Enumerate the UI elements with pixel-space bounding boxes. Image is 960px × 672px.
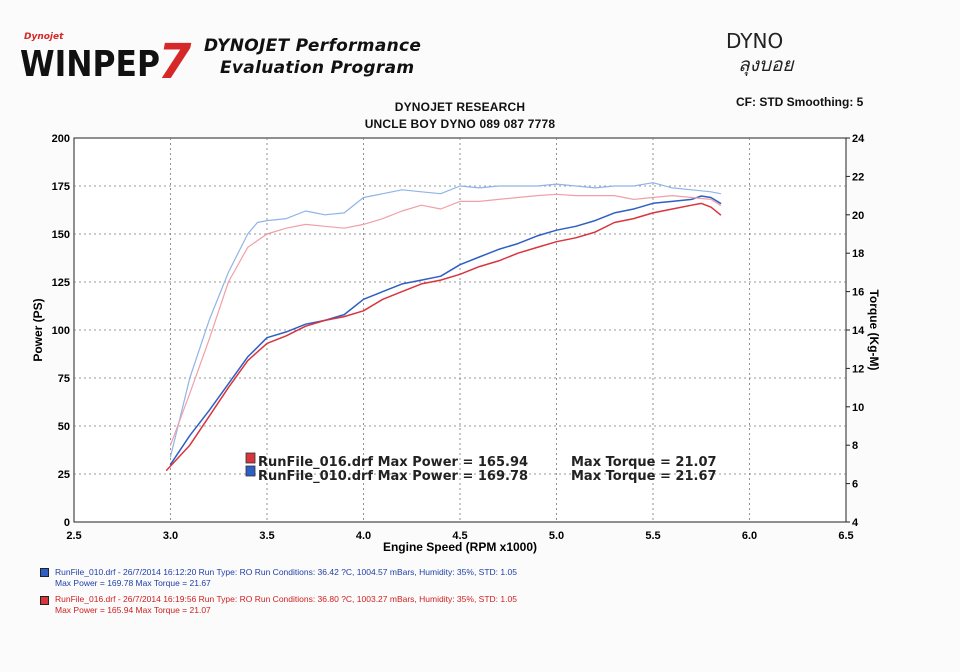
y-left-tick-label: 0 <box>64 517 70 529</box>
legend-swatch-run016 <box>40 596 49 605</box>
y-axis-left-ticks: 0 25 50 75 100 125 150 175 200 <box>52 133 70 529</box>
x-tick-label: 3.0 <box>163 530 178 542</box>
chart-settings: CF: STD Smoothing: 5 <box>736 95 864 109</box>
y-left-tick-label: 100 <box>52 325 70 337</box>
x-tick-label: 5.0 <box>549 530 564 542</box>
x-tick-label: 6.0 <box>742 530 757 542</box>
legend-run010-max: Max Power = 169.78 Max Torque = 21.67 <box>55 578 211 588</box>
annotation-run016-torque: Max Torque = 21.07 <box>571 455 717 470</box>
y-right-tick-label: 24 <box>852 133 865 145</box>
y-right-tick-label: 4 <box>852 517 859 529</box>
annotation-run010-power: RunFile_010.drf Max Power = 169.78 <box>258 469 528 484</box>
dyno-shop-logo: DYNO ลุงบอย <box>726 29 795 76</box>
y-right-tick-label: 8 <box>852 440 858 452</box>
y-left-tick-label: 150 <box>52 229 70 241</box>
y-right-tick-label: 14 <box>852 325 865 337</box>
y-axis-right-label: Torque (Kg-M) <box>867 289 881 370</box>
chart-title: DYNOJET RESEARCH <box>394 100 526 114</box>
legend-swatch-run010 <box>40 568 49 577</box>
x-tick-label: 6.5 <box>838 530 853 542</box>
y-right-tick-label: 6 <box>852 479 858 491</box>
y-right-tick-label: 20 <box>852 210 864 222</box>
legend-run016-details: RunFile_016.drf - 26/7/2014 16:19:56 Run… <box>55 594 517 604</box>
x-tick-label: 4.5 <box>452 530 467 542</box>
y-left-tick-label: 25 <box>58 469 70 481</box>
annotation-swatch-run016 <box>245 452 256 464</box>
torque-line-run016 <box>169 193 722 446</box>
y-left-tick-label: 125 <box>52 277 70 289</box>
annotation-run016-power: RunFile_016.drf Max Power = 165.94 <box>258 455 528 470</box>
y-right-tick-label: 22 <box>852 171 864 183</box>
app-title-line-1: DYNOJET Performance <box>204 36 422 56</box>
series-lines <box>165 182 722 471</box>
x-tick-label: 5.5 <box>645 530 660 542</box>
y-left-tick-label: 200 <box>52 133 70 145</box>
chart-subtitle: UNCLE BOY DYNO 089 087 7778 <box>364 117 556 131</box>
dyno-sub-text: ลุงบอย <box>738 54 795 76</box>
annotation-run010-torque: Max Torque = 21.67 <box>571 469 717 484</box>
power-line-run016 <box>165 202 722 471</box>
winpep-logo: Dynojet WINPEP 7 <box>20 32 192 86</box>
y-left-tick-label: 50 <box>58 421 70 433</box>
power-line-run010 <box>169 195 722 466</box>
logo-main-text: WINPEP <box>20 44 160 85</box>
app-title-line-2: Evaluation Program <box>220 58 415 78</box>
y-right-tick-label: 10 <box>852 402 864 414</box>
torque-line-run010 <box>169 182 722 458</box>
y-right-tick-label: 16 <box>852 287 864 299</box>
legend-run016-max: Max Power = 165.94 Max Torque = 21.07 <box>55 605 211 615</box>
x-axis-label: Engine Speed (RPM x1000) <box>383 540 537 554</box>
y-left-tick-label: 75 <box>58 373 70 385</box>
y-axis-left-label: Power (PS) <box>31 298 45 361</box>
y-axis-right-ticks: 4 6 8 10 12 14 16 18 20 22 24 <box>846 133 865 529</box>
y-right-tick-label: 12 <box>852 363 864 375</box>
x-axis-ticks: 2.5 3.0 3.5 4.0 4.5 5.0 5.5 6.0 6.5 <box>66 530 853 542</box>
y-left-tick-label: 175 <box>52 181 70 193</box>
x-tick-label: 3.5 <box>259 530 274 542</box>
annotation-swatch-run010 <box>245 465 256 477</box>
x-tick-label: 2.5 <box>66 530 81 542</box>
logo-number-text: 7 <box>158 34 192 86</box>
logo-small-text: Dynojet <box>24 32 64 42</box>
y-right-tick-label: 18 <box>852 248 864 260</box>
x-tick-label: 4.0 <box>356 530 371 542</box>
dyno-brand-text: DYNO <box>726 29 783 53</box>
legend-run010-details: RunFile_010.drf - 26/7/2014 16:12:20 Run… <box>55 567 517 577</box>
